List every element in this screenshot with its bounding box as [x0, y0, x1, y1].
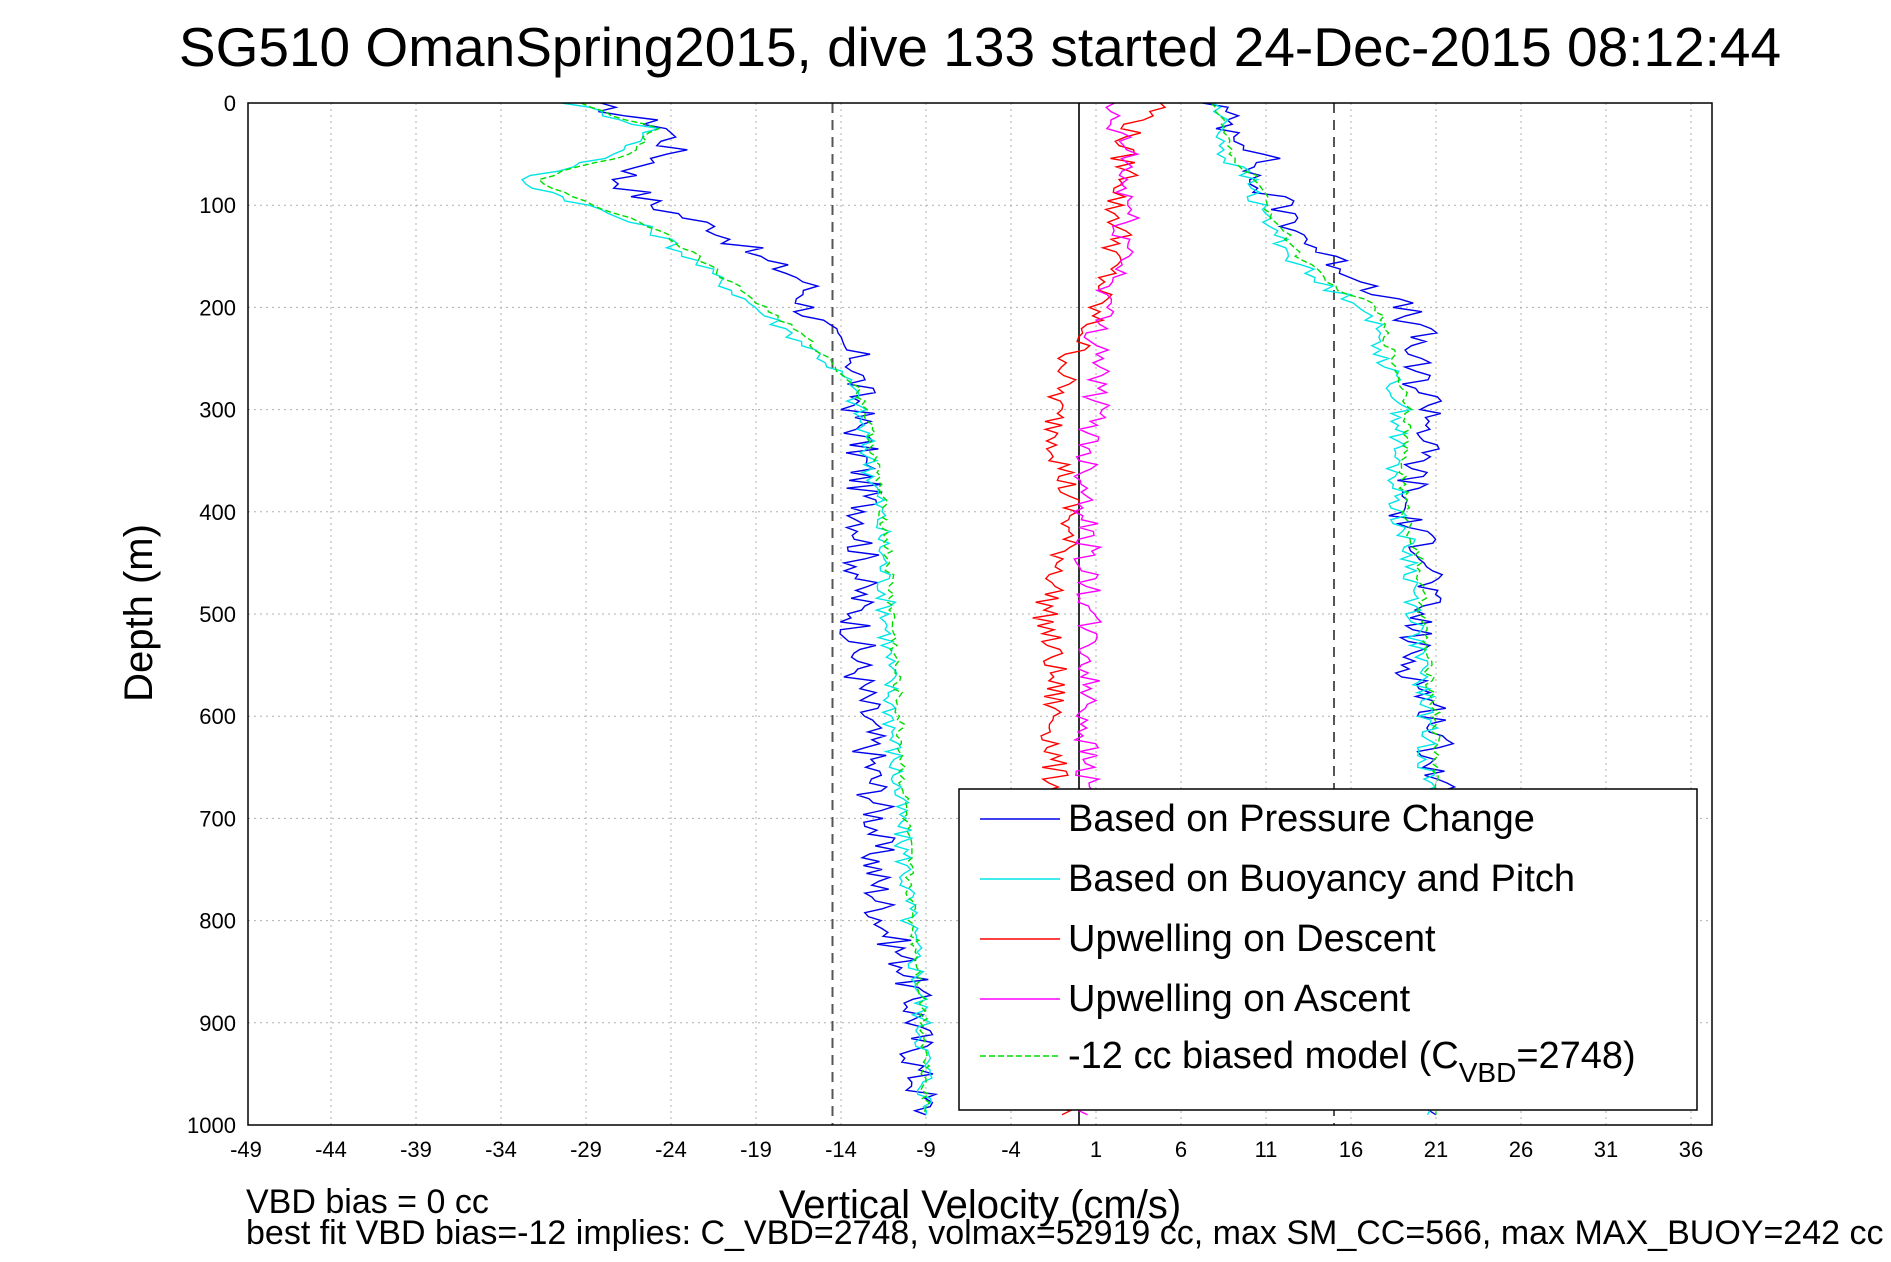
y-axis-label: Depth (m) — [117, 524, 161, 702]
legend-label-2: Based on Buoyancy and Pitch — [1068, 858, 1575, 900]
y-tick-label: 200 — [199, 295, 236, 320]
x-tick-label: -29 — [570, 1137, 602, 1162]
series-line-5-descent — [537, 103, 931, 1115]
chart-title: SG510 OmanSpring2015, dive 133 started 2… — [179, 16, 1781, 78]
legend-model-tail: =2748) — [1516, 1035, 1635, 1077]
best-fit-annotation: best fit VBD bias=-12 implies: C_VBD=274… — [246, 1214, 1883, 1252]
series-line-2-descent — [520, 103, 933, 1115]
x-tick-label: -19 — [740, 1137, 772, 1162]
x-tick-label: 1 — [1090, 1137, 1102, 1162]
y-tick-label: 400 — [199, 500, 236, 525]
y-tick-label: 0 — [224, 91, 236, 116]
legend: Based on Pressure Change Based on Buoyanc… — [958, 788, 1698, 1111]
plot-frame — [247, 102, 1713, 1126]
legend-label-biased-model: -12 cc biased model (CVBD=2748) — [1068, 1035, 1636, 1088]
y-tick-label: 500 — [199, 602, 236, 627]
x-tick-label: -4 — [1001, 1137, 1021, 1162]
x-tick-label: -24 — [655, 1137, 687, 1162]
x-tick-label: -9 — [916, 1137, 936, 1162]
legend-model-subscript: VBD — [1459, 1057, 1517, 1088]
x-tick-label: -49 — [230, 1137, 262, 1162]
x-tick-label: 21 — [1424, 1137, 1448, 1162]
x-tick-labels: -49 -44 -39 -34 -29 -24 -19 -14 -9 -4 1 6 11 16 21 26 31… — [230, 1137, 1703, 1162]
x-tick-label: -14 — [825, 1137, 857, 1162]
x-tick-label: 31 — [1594, 1137, 1618, 1162]
x-tick-label: 6 — [1175, 1137, 1187, 1162]
y-tick-label: 900 — [199, 1011, 236, 1036]
legend-label-1: Based on Pressure Change — [1068, 798, 1535, 840]
y-tick-label: 700 — [199, 806, 236, 831]
x-tick-label: 36 — [1679, 1137, 1703, 1162]
x-tick-label: 11 — [1255, 1137, 1278, 1162]
x-tick-label: 26 — [1509, 1137, 1533, 1162]
legend-model-main: -12 cc biased model (C — [1068, 1035, 1459, 1077]
y-tick-labels: 0 100 200 300 400 500 600 700 800 900 1000 — [187, 91, 236, 1138]
y-tick-label: 300 — [199, 398, 236, 423]
y-tick-label: 800 — [199, 909, 236, 934]
x-tick-label: -39 — [400, 1137, 432, 1162]
y-tick-label: 100 — [199, 193, 236, 218]
y-tick-label: 600 — [199, 704, 236, 729]
y-tick-label: 1000 — [187, 1113, 236, 1138]
legend-label-3: Upwelling on Descent — [1068, 918, 1436, 960]
x-tick-label: 16 — [1339, 1137, 1363, 1162]
legend-label-4: Upwelling on Ascent — [1068, 978, 1411, 1020]
legend-box — [958, 788, 1698, 1111]
series-line-1-descent — [598, 103, 939, 1116]
vbd-bias-annotation: VBD bias = 0 cc — [246, 1183, 489, 1221]
x-tick-label: -44 — [315, 1137, 347, 1162]
x-axis-label: Vertical Velocity (cm/s) — [779, 1183, 1181, 1227]
x-tick-label: -34 — [485, 1137, 517, 1162]
